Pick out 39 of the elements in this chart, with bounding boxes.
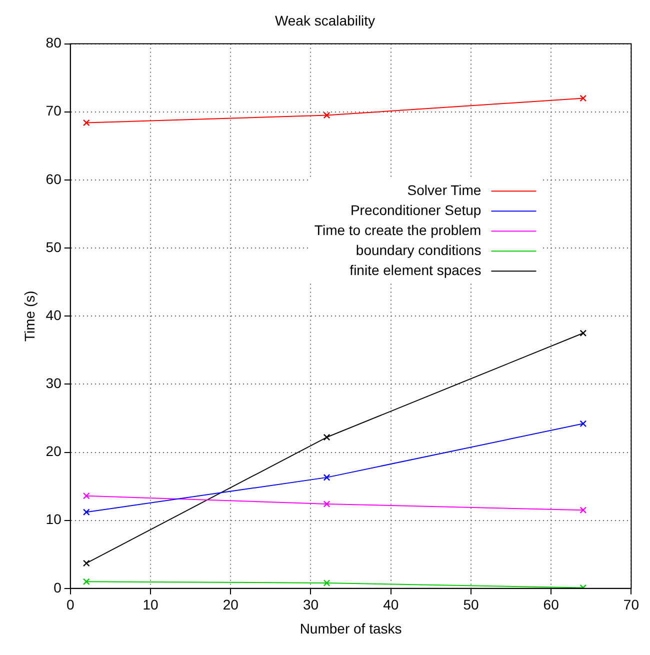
chart-title: Weak scalability [274,12,376,28]
point [323,434,330,441]
legend-label: boundary conditions [356,242,482,258]
x-tick-label: 10 [142,596,158,613]
point [323,474,330,481]
x-tick-label: 60 [543,596,560,613]
legend-label: Solver Time [407,182,482,198]
point [82,560,90,567]
point [580,420,587,428]
y-tick-label: 70 [46,102,62,119]
point [82,578,90,586]
x-tick-label: 0 [66,596,74,613]
y-tick-label: 40 [46,306,62,323]
point [82,119,90,126]
y-tick-label: 30 [46,375,62,392]
x-tick-label: 50 [463,596,479,613]
x-tick-label: 30 [302,596,319,613]
point [82,508,90,516]
y-tick-label: 80 [46,34,62,51]
y-tick-label: 60 [46,170,62,187]
point [323,500,330,508]
point [323,580,330,586]
y-tick-label: 0 [54,579,62,596]
x-tick-label: 40 [383,596,399,613]
legend-label: finite element spaces [350,262,482,278]
point [82,492,90,500]
point [580,94,587,102]
x-tick-label: 70 [623,596,640,613]
y-tick-label: 10 [46,511,62,528]
point [580,506,587,514]
point [323,112,330,119]
legend-label: Time to create the problem [314,222,482,238]
legend-label: Preconditioner Setup [350,202,482,218]
y-tick-label: 20 [46,443,62,460]
x-axis-title: Number of tasks [300,620,402,636]
y-axis-title: Time (s) [21,290,38,342]
x-tick-label: 20 [222,596,239,613]
point [580,330,587,337]
y-tick-label: 50 [46,238,62,255]
